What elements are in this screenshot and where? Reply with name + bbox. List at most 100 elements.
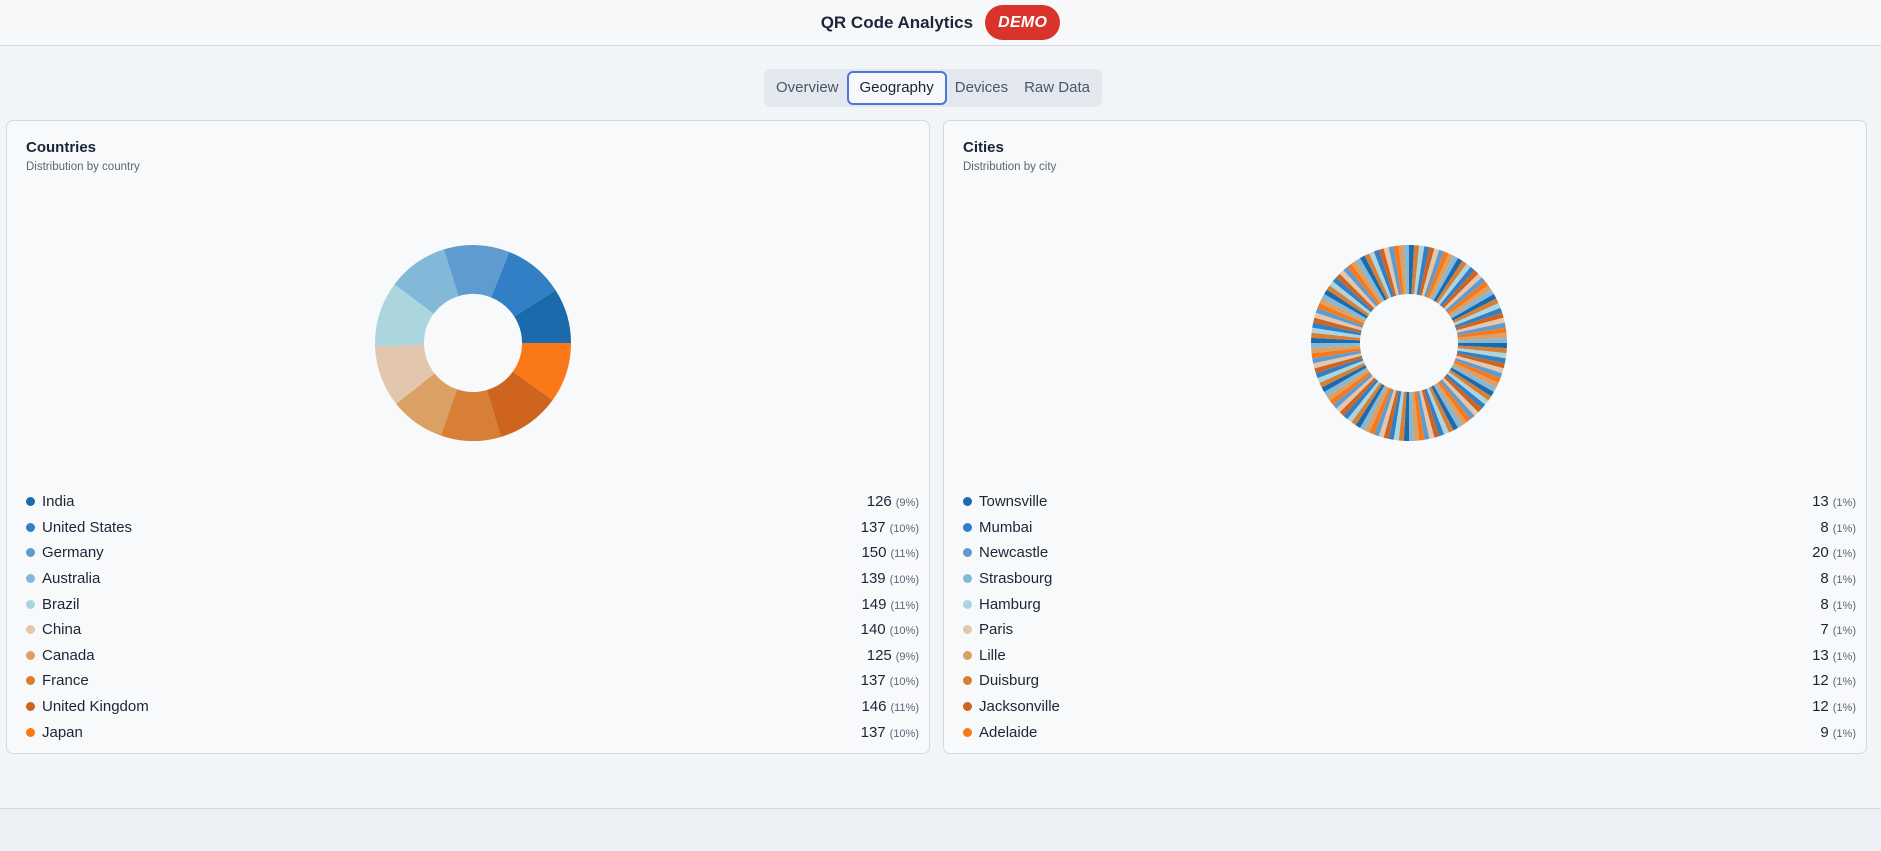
cities-donut-chart[interactable]: [1311, 245, 1507, 441]
donut-slice[interactable]: [1435, 382, 1467, 426]
donut-slice[interactable]: [1312, 322, 1362, 336]
donut-slice[interactable]: [1419, 247, 1435, 296]
donut-slice[interactable]: [1373, 388, 1394, 437]
donut-slice[interactable]: [1393, 391, 1404, 441]
legend-item[interactable]: Germany 150 (11%): [26, 540, 919, 566]
legend-item[interactable]: Australia 139 (10%): [26, 566, 919, 592]
donut-slice[interactable]: [1428, 386, 1454, 433]
donut-slice[interactable]: [1414, 391, 1425, 441]
donut-slice[interactable]: [1416, 390, 1430, 440]
tab-devices[interactable]: Devices: [954, 79, 1009, 96]
donut-slice[interactable]: [1317, 360, 1365, 383]
countries-donut-chart[interactable]: [375, 245, 571, 441]
donut-slice[interactable]: [1373, 249, 1394, 298]
donut-slice[interactable]: [1445, 373, 1486, 409]
donut-slice[interactable]: [394, 249, 459, 314]
donut-slice[interactable]: [1324, 289, 1368, 319]
donut-slice[interactable]: [1437, 263, 1471, 305]
legend-item[interactable]: Strasbourg 8 (1%): [963, 566, 1856, 592]
donut-slice[interactable]: [1441, 377, 1479, 416]
donut-slice[interactable]: [1319, 362, 1366, 388]
donut-slice[interactable]: [1312, 350, 1362, 364]
donut-slice[interactable]: [1314, 312, 1363, 331]
donut-slice[interactable]: [1347, 381, 1381, 423]
donut-slice[interactable]: [1311, 345, 1361, 354]
donut-slice[interactable]: [1421, 248, 1440, 297]
donut-slice[interactable]: [1452, 298, 1499, 324]
donut-slice[interactable]: [1424, 249, 1445, 298]
donut-slice[interactable]: [1398, 391, 1407, 441]
donut-slice[interactable]: [396, 373, 457, 436]
donut-slice[interactable]: [1403, 245, 1409, 295]
donut-slice[interactable]: [1435, 260, 1467, 304]
donut-slice[interactable]: [1457, 337, 1507, 343]
donut-slice[interactable]: [443, 245, 510, 298]
tab-geography[interactable]: Geography: [846, 71, 947, 105]
legend-item[interactable]: Hamburg 8 (1%): [963, 591, 1856, 617]
donut-slice[interactable]: [1409, 391, 1415, 441]
donut-slice[interactable]: [1326, 369, 1370, 401]
donut-slice[interactable]: [1332, 373, 1373, 409]
donut-slice[interactable]: [1451, 294, 1497, 321]
donut-slice[interactable]: [512, 343, 571, 401]
donut-slice[interactable]: [1457, 345, 1507, 354]
donut-slice[interactable]: [1445, 277, 1486, 313]
donut-slice[interactable]: [1355, 384, 1385, 428]
donut-slice[interactable]: [1347, 263, 1381, 305]
donut-slice[interactable]: [1314, 355, 1363, 374]
legend-item[interactable]: Japan 137 (10%): [26, 719, 919, 745]
donut-slice[interactable]: [1450, 367, 1494, 397]
donut-slice[interactable]: [1393, 245, 1404, 295]
donut-slice[interactable]: [1437, 381, 1471, 423]
donut-slice[interactable]: [1457, 348, 1507, 359]
donut-slice[interactable]: [1388, 246, 1402, 296]
legend-item[interactable]: Mumbai 8 (1%): [963, 515, 1856, 541]
donut-slice[interactable]: [1315, 307, 1364, 328]
donut-slice[interactable]: [1453, 303, 1501, 326]
donut-slice[interactable]: [491, 251, 556, 317]
donut-slice[interactable]: [1336, 375, 1375, 413]
legend-item[interactable]: Canada 125 (9%): [26, 643, 919, 669]
donut-slice[interactable]: [1439, 379, 1475, 420]
donut-slice[interactable]: [1428, 253, 1454, 300]
donut-slice[interactable]: [1398, 245, 1407, 295]
donut-slice[interactable]: [1416, 246, 1430, 296]
donut-slice[interactable]: [1351, 382, 1383, 426]
legend-item[interactable]: Duisburg 12 (1%): [963, 668, 1856, 694]
donut-slice[interactable]: [1319, 298, 1366, 324]
donut-slice[interactable]: [1360, 385, 1387, 431]
donut-slice[interactable]: [1453, 360, 1501, 383]
donut-slice[interactable]: [1431, 255, 1458, 301]
donut-slice[interactable]: [1450, 289, 1494, 319]
donut-slice[interactable]: [1321, 365, 1367, 392]
donut-slice[interactable]: [1452, 362, 1499, 388]
legend-item[interactable]: Townsville 13 (1%): [963, 489, 1856, 515]
donut-slice[interactable]: [1403, 391, 1409, 441]
legend-item[interactable]: Brazil 149 (11%): [26, 591, 919, 617]
donut-slice[interactable]: [1411, 391, 1420, 441]
donut-slice[interactable]: [1456, 353, 1505, 369]
donut-slice[interactable]: [1426, 387, 1449, 435]
donut-slice[interactable]: [1364, 386, 1390, 433]
donut-slice[interactable]: [1457, 327, 1507, 338]
donut-slice[interactable]: [1456, 322, 1506, 336]
donut-slice[interactable]: [1454, 358, 1503, 379]
donut-slice[interactable]: [1451, 365, 1497, 392]
legend-item[interactable]: India 126 (9%): [26, 489, 919, 515]
donut-slice[interactable]: [1332, 277, 1373, 313]
donut-slice[interactable]: [1329, 281, 1371, 315]
donut-slice[interactable]: [1388, 390, 1402, 440]
donut-slice[interactable]: [1339, 377, 1377, 416]
donut-slice[interactable]: [1456, 350, 1506, 364]
tab-overview[interactable]: Overview: [776, 79, 839, 96]
donut-slice[interactable]: [1378, 248, 1397, 297]
donut-slice[interactable]: [1457, 343, 1507, 349]
donut-slice[interactable]: [1315, 358, 1364, 379]
donut-slice[interactable]: [1448, 285, 1492, 317]
donut-slice[interactable]: [1433, 258, 1463, 302]
tab-raw-data[interactable]: Raw Data: [1024, 79, 1090, 96]
donut-slice[interactable]: [1311, 348, 1361, 359]
donut-slice[interactable]: [440, 389, 501, 441]
donut-slice[interactable]: [1378, 389, 1397, 438]
donut-slice[interactable]: [1343, 379, 1379, 420]
